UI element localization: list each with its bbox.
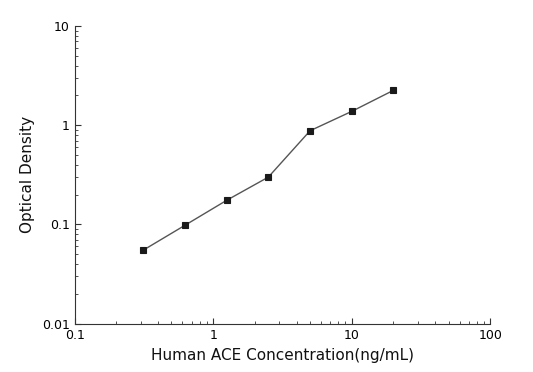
Y-axis label: Optical Density: Optical Density [20,116,35,233]
X-axis label: Human ACE Concentration(ng/mL): Human ACE Concentration(ng/mL) [151,349,414,363]
